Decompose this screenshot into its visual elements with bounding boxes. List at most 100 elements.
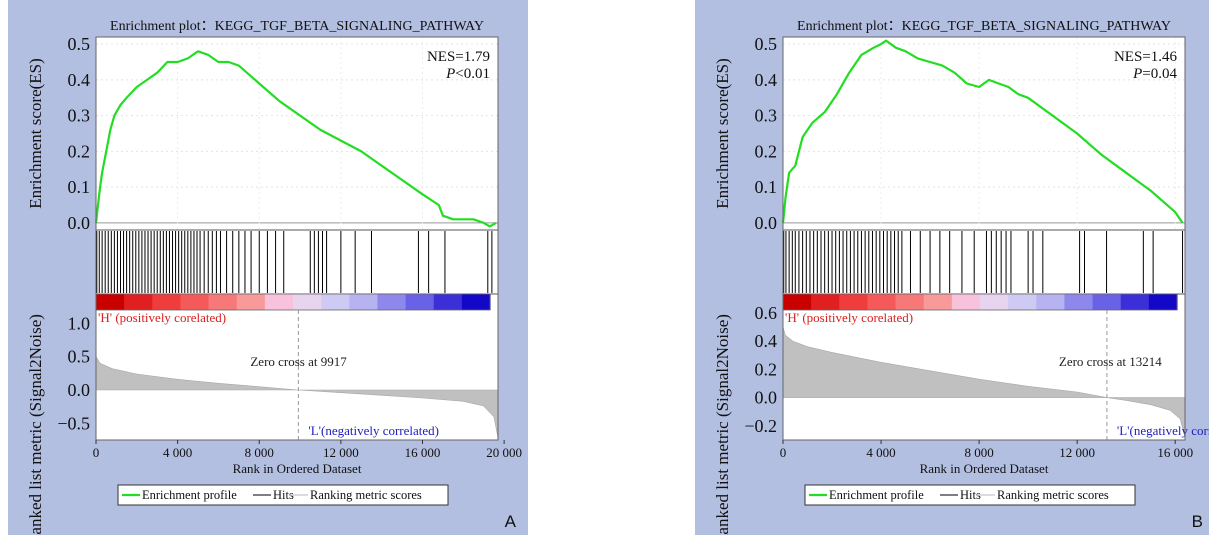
ranking-heat-segment	[783, 294, 812, 310]
p-symbol: P	[1132, 66, 1142, 82]
ranking-heat-segment	[264, 294, 294, 310]
ranking-heat-segment	[867, 294, 897, 310]
es-tick-label: 0.1	[68, 177, 91, 197]
legend-label: Ranking metric scores	[997, 488, 1109, 502]
ranking-heat-segment	[895, 294, 925, 310]
rank-axis-label: Ranked list metric (Signal2Noise)	[713, 314, 732, 535]
gsea-panel-a: Enrichment plot：KEGG_TGF_BETA_SIGNALING_…	[8, 0, 528, 535]
ranking-heat-segment	[1064, 294, 1094, 310]
rank-tick-label: 0.2	[755, 359, 778, 379]
ranking-heat-segment	[377, 294, 407, 310]
ranking-heat-segment	[96, 294, 125, 310]
zero-cross-label: Zero cross at 9917	[250, 354, 347, 369]
legend-box	[804, 484, 1136, 506]
ranking-heat-segment	[839, 294, 869, 310]
es-tick-label: 0.4	[755, 70, 778, 90]
es-tick-label: 0.0	[755, 213, 778, 233]
zero-cross-label: Zero cross at 13214	[1059, 354, 1162, 369]
legend-label: Enrichment profile	[142, 488, 237, 502]
negative-correlation-label: 'L'(negatively correlated)	[308, 423, 439, 438]
x-tick-label: 8 000	[964, 445, 993, 460]
gsea-chart-a: Enrichment plot：KEGG_TGF_BETA_SIGNALING_…	[8, 0, 528, 535]
es-tick-label: 0.4	[68, 70, 91, 90]
rank-tick-label: −0.5	[57, 413, 90, 433]
legend-label: Hits	[960, 488, 981, 502]
panel-letter: B	[1192, 512, 1203, 531]
rank-tick-label: 0.6	[755, 303, 778, 323]
ranking-heat-segment	[980, 294, 1009, 310]
es-axis-label: Enrichment score(ES)	[26, 58, 45, 209]
x-tick-label: 0	[780, 445, 787, 460]
nes-label: NES=1.46	[1114, 49, 1178, 65]
ranking-heat-segment	[293, 294, 322, 310]
rank-tick-label: 0.5	[68, 347, 91, 367]
ranking-heat-segment	[1148, 294, 1178, 310]
negative-correlation-label: 'L'(negatively correlated)	[1117, 423, 1209, 438]
es-tick-label: 0.1	[755, 177, 778, 197]
plot-border	[782, 36, 1186, 441]
x-tick-label: 12 000	[1059, 445, 1095, 460]
ranking-heat-segment	[152, 294, 182, 310]
es-axis-label: Enrichment score(ES)	[713, 58, 732, 209]
x-tick-label: 8 000	[245, 445, 274, 460]
x-tick-label: 12 000	[323, 445, 359, 460]
ranking-heat-segment	[1120, 294, 1150, 310]
ranking-heat-segment	[208, 294, 238, 310]
ranking-heat-segment	[1008, 294, 1037, 310]
x-tick-label: 16 000	[405, 445, 441, 460]
gsea-panel-b: Enrichment plot：KEGG_TGF_BETA_SIGNALING_…	[695, 0, 1209, 535]
ranking-heat-segment	[236, 294, 266, 310]
p-value-label: P=0.04	[1132, 66, 1177, 82]
ranking-heat-segment	[405, 294, 435, 310]
ranking-heat-segment	[461, 294, 491, 310]
nes-label: NES=1.79	[427, 49, 490, 65]
rank-tick-label: −0.2	[744, 416, 777, 436]
enrichment-profile-line	[781, 39, 1184, 224]
positive-correlation-label: 'H' (positively corelated)	[98, 310, 226, 325]
x-axis-label: Rank in Ordered Dataset	[233, 461, 362, 476]
plot-border	[95, 36, 499, 441]
es-tick-label: 0.2	[755, 141, 778, 161]
x-tick-label: 4 000	[163, 445, 192, 460]
rank-tick-label: 0.0	[755, 388, 778, 408]
p-symbol: P	[445, 66, 455, 82]
es-tick-label: 0.5	[755, 34, 778, 54]
legend: Enrichment profile Hits Ranking metric sco…	[117, 484, 449, 506]
rank-tick-label: 1.0	[68, 313, 91, 333]
ranking-metric-area	[782, 326, 1186, 438]
ranking-heat-segment	[1036, 294, 1066, 310]
x-tick-label: 20 000	[486, 445, 522, 460]
x-tick-label: 16 000	[1157, 445, 1193, 460]
rank-tick-label: 0.0	[68, 380, 91, 400]
x-tick-label: 4 000	[866, 445, 895, 460]
es-tick-label: 0.3	[755, 106, 778, 126]
ranking-heat-segment	[433, 294, 463, 310]
positive-correlation-label: 'H' (positively corelated)	[785, 310, 913, 325]
es-tick-label: 0.3	[68, 106, 91, 126]
ranking-metric-area	[95, 355, 499, 439]
legend-label: Ranking metric scores	[310, 488, 422, 502]
enrichment-profile-line	[94, 50, 497, 228]
ranking-heat-segment	[923, 294, 953, 310]
p-value: =0.04	[1142, 66, 1177, 82]
chart-title: Enrichment plot：KEGG_TGF_BETA_SIGNALING_…	[797, 19, 1171, 34]
legend-label: Hits	[273, 488, 294, 502]
legend: Enrichment profile Hits Ranking metric sco…	[804, 484, 1136, 506]
es-tick-label: 0.2	[68, 141, 91, 161]
rank-tick-label: 0.4	[755, 331, 778, 351]
x-axis-label: Rank in Ordered Dataset	[920, 461, 1049, 476]
ranking-heat-segment	[349, 294, 379, 310]
gsea-chart-b: Enrichment plot：KEGG_TGF_BETA_SIGNALING_…	[695, 0, 1209, 535]
ranking-heat-segment	[180, 294, 210, 310]
legend-label: Enrichment profile	[829, 488, 924, 502]
rank-axis-label: Ranked list metric (Signal2Noise)	[26, 314, 45, 535]
ranking-heat-segment	[124, 294, 153, 310]
ranking-heat-segment	[1092, 294, 1122, 310]
ranking-heat-segment	[321, 294, 350, 310]
chart-title: Enrichment plot：KEGG_TGF_BETA_SIGNALING_…	[110, 19, 484, 34]
panel-letter: A	[505, 512, 517, 531]
ranking-heat-segment	[811, 294, 840, 310]
ranking-heat-segment	[951, 294, 981, 310]
es-tick-label: 0.5	[68, 34, 91, 54]
es-tick-label: 0.0	[68, 213, 91, 233]
